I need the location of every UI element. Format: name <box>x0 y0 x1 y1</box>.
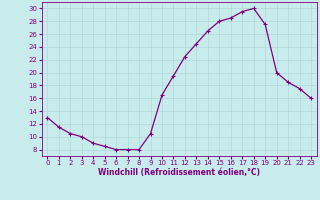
X-axis label: Windchill (Refroidissement éolien,°C): Windchill (Refroidissement éolien,°C) <box>98 168 260 177</box>
